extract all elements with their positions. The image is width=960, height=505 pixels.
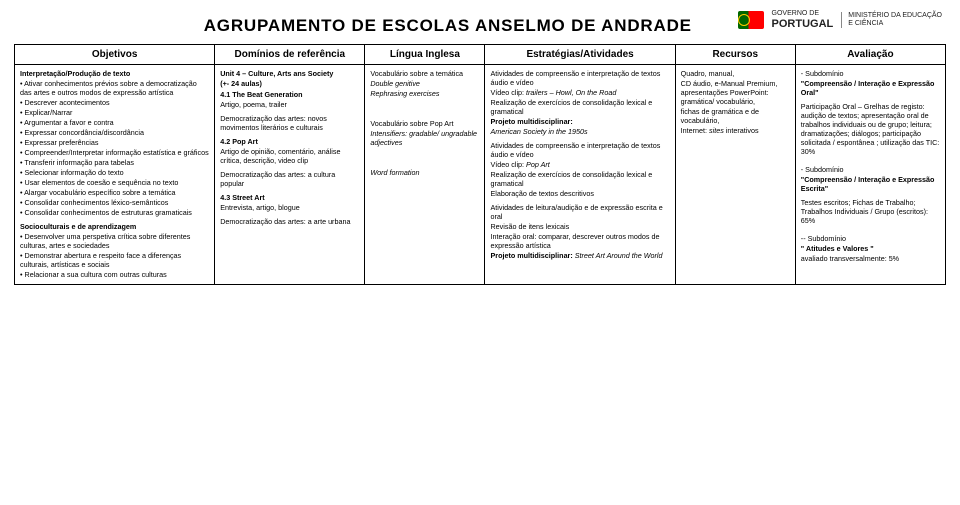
gov-logo-block: GOVERNO DE PORTUGAL MINISTÉRIO DA EDUCAÇ…: [738, 10, 942, 30]
cell-objetivos: Interpretação/Produção de texto Ativar c…: [15, 65, 215, 285]
gov-text: GOVERNO DE PORTUGAL: [772, 10, 834, 30]
cell-avaliacao: - Subdomínio "Compreensão / Interação e …: [795, 65, 945, 285]
col-objetivos: Objetivos: [15, 45, 215, 65]
col-dominios: Domínios de referência: [215, 45, 365, 65]
table-row: Interpretação/Produção de texto Ativar c…: [15, 65, 946, 285]
cell-recursos: Quadro, manual, CD áudio, e-Manual Premi…: [675, 65, 795, 285]
col-avaliacao: Avaliação: [795, 45, 945, 65]
flag-icon: [738, 11, 764, 29]
cell-lingua: Vocabulário sobre a temática Double geni…: [365, 65, 485, 285]
col-estrategias: Estratégias/Atividades: [485, 45, 675, 65]
page-header: AGRUPAMENTO DE ESCOLAS ANSELMO DE ANDRAD…: [0, 0, 960, 44]
curriculum-table: Objetivos Domínios de referência Língua …: [14, 44, 946, 285]
page-title: AGRUPAMENTO DE ESCOLAS ANSELMO DE ANDRAD…: [158, 10, 738, 36]
table-header-row: Objetivos Domínios de referência Língua …: [15, 45, 946, 65]
cell-dominios: Unit 4 – Culture, Arts ans Society (+- 2…: [215, 65, 365, 285]
col-recursos: Recursos: [675, 45, 795, 65]
col-lingua: Língua Inglesa: [365, 45, 485, 65]
ministry-text: MINISTÉRIO DA EDUCAÇÃO E CIÊNCIA: [841, 12, 942, 27]
cell-estrategias: Atividades de compreensão e interpretaçã…: [485, 65, 675, 285]
